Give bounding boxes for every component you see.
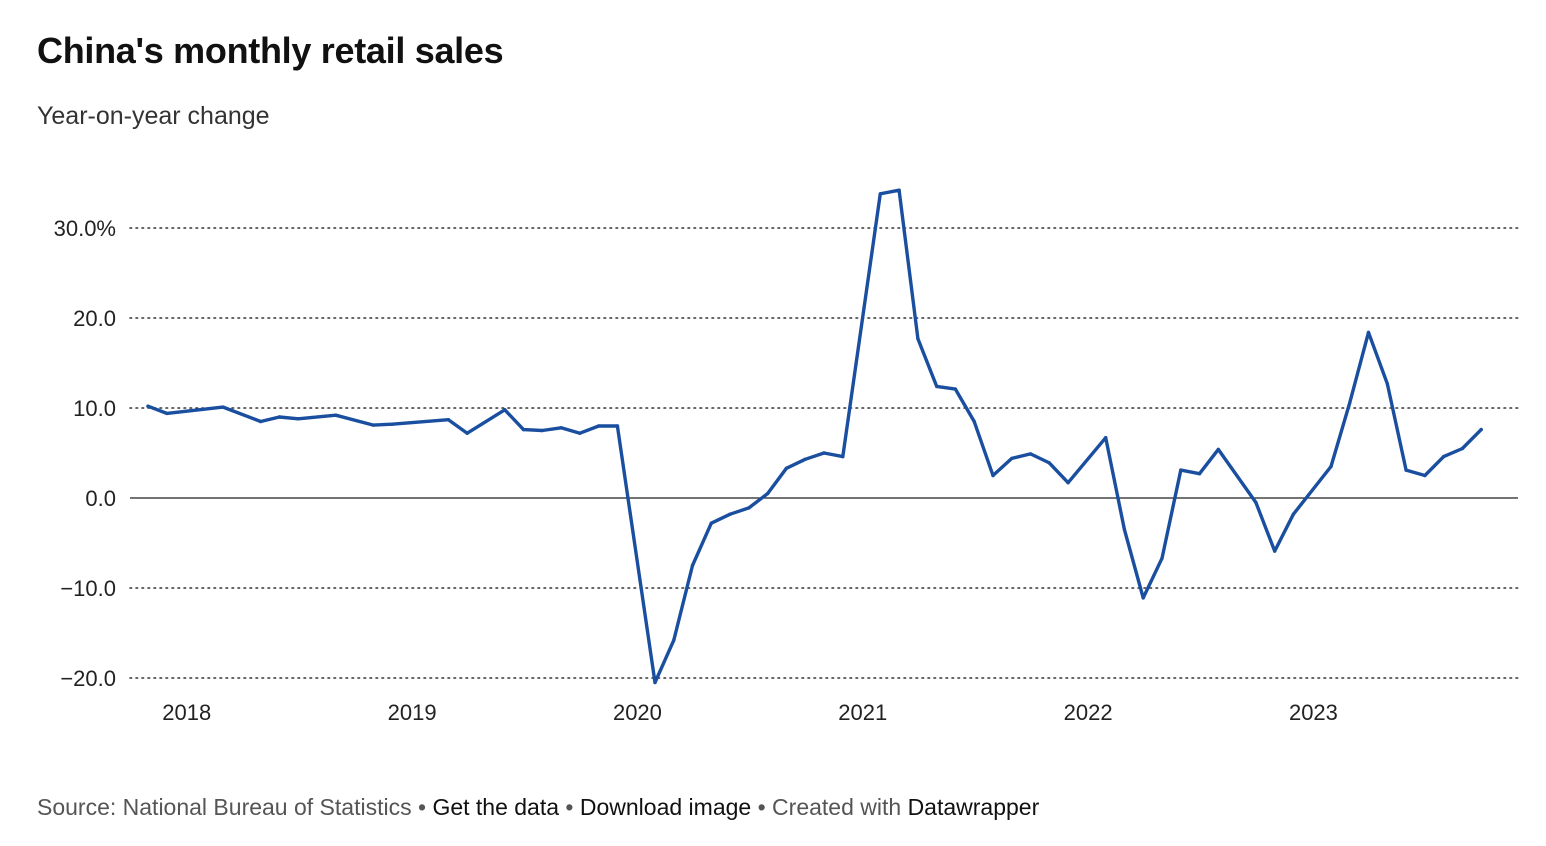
data-point — [1366, 330, 1371, 335]
data-point — [953, 387, 958, 391]
source-note: Source: National Bureau of Statistics — [37, 794, 412, 820]
data-point — [259, 419, 263, 424]
data-point — [822, 451, 826, 455]
data-point — [1442, 454, 1446, 459]
data-point — [766, 491, 770, 496]
data-point — [878, 192, 882, 196]
data-point — [1028, 452, 1033, 456]
datawrapper-link[interactable]: Datawrapper — [907, 794, 1040, 820]
data-point — [559, 426, 563, 430]
data-point — [916, 337, 920, 341]
data-point — [1385, 382, 1390, 386]
data-point — [897, 188, 901, 192]
data-point — [1104, 436, 1108, 440]
data-point — [615, 424, 620, 428]
data-point — [972, 419, 976, 424]
data-point — [1141, 596, 1145, 600]
data-point — [935, 384, 939, 389]
y-tick-label: −10.0 — [60, 576, 116, 601]
data-point — [1160, 556, 1164, 560]
data-point — [1010, 456, 1014, 461]
data-point — [1460, 446, 1465, 451]
data-point — [690, 563, 695, 568]
footer-separator: • — [565, 794, 574, 820]
data-point — [1479, 427, 1483, 432]
data-point — [1047, 461, 1052, 465]
x-tick-label: 2023 — [1289, 700, 1338, 725]
data-point — [540, 428, 544, 433]
data-point — [1122, 527, 1127, 532]
data-point — [446, 418, 451, 422]
data-point — [991, 473, 995, 478]
download-image-link[interactable]: Download image — [579, 794, 752, 820]
data-point — [1348, 400, 1352, 405]
series-line — [146, 188, 1483, 685]
data-point — [277, 415, 282, 419]
data-point — [803, 457, 807, 461]
data-point — [334, 413, 338, 417]
data-point — [1291, 512, 1296, 516]
data-point — [1216, 447, 1221, 452]
chart-title: China's monthly retail sales — [37, 30, 504, 71]
footer-separator: • — [417, 794, 427, 820]
y-tick-label: −20.0 — [60, 666, 116, 691]
data-point — [1423, 473, 1427, 478]
data-point — [653, 680, 657, 685]
data-point — [1329, 464, 1333, 469]
y-tick-label: 20.0 — [73, 306, 116, 331]
data-point — [521, 427, 526, 432]
data-point — [1179, 468, 1183, 472]
y-tick-label: 0.0 — [85, 486, 116, 511]
y-tick-label: 10.0 — [73, 396, 116, 421]
data-point — [1197, 472, 1202, 476]
data-point — [841, 454, 845, 459]
data-point — [1273, 549, 1277, 553]
x-tick-label: 2021 — [838, 700, 887, 725]
data-point — [1254, 500, 1258, 505]
data-point — [747, 506, 751, 510]
data-point — [221, 405, 225, 409]
data-point — [465, 431, 469, 435]
x-tick-label: 2022 — [1064, 700, 1113, 725]
data-point — [728, 512, 732, 516]
data-point — [672, 638, 676, 642]
data-point — [597, 424, 601, 428]
y-tick-label: 30.0% — [54, 216, 116, 241]
data-point — [146, 404, 150, 408]
data-point — [709, 521, 713, 525]
data-point — [503, 408, 507, 412]
data-point — [784, 466, 789, 470]
chart-subtitle: Year-on-year change — [37, 102, 270, 130]
x-tick-label: 2019 — [388, 700, 437, 725]
data-point — [165, 411, 169, 416]
data-point — [1404, 468, 1408, 472]
get-data-link[interactable]: Get the data — [432, 794, 560, 820]
data-point — [578, 431, 582, 435]
x-tick-label: 2020 — [613, 700, 662, 725]
data-point — [296, 417, 300, 421]
footer-separator: • — [757, 794, 766, 820]
data-point — [390, 422, 394, 426]
chart-footer: Source: National Bureau of Statistics • … — [37, 794, 1039, 821]
created-with-text: Created with — [772, 794, 902, 820]
data-point — [371, 423, 375, 427]
data-point — [1066, 481, 1070, 485]
x-tick-label: 2018 — [162, 700, 211, 725]
